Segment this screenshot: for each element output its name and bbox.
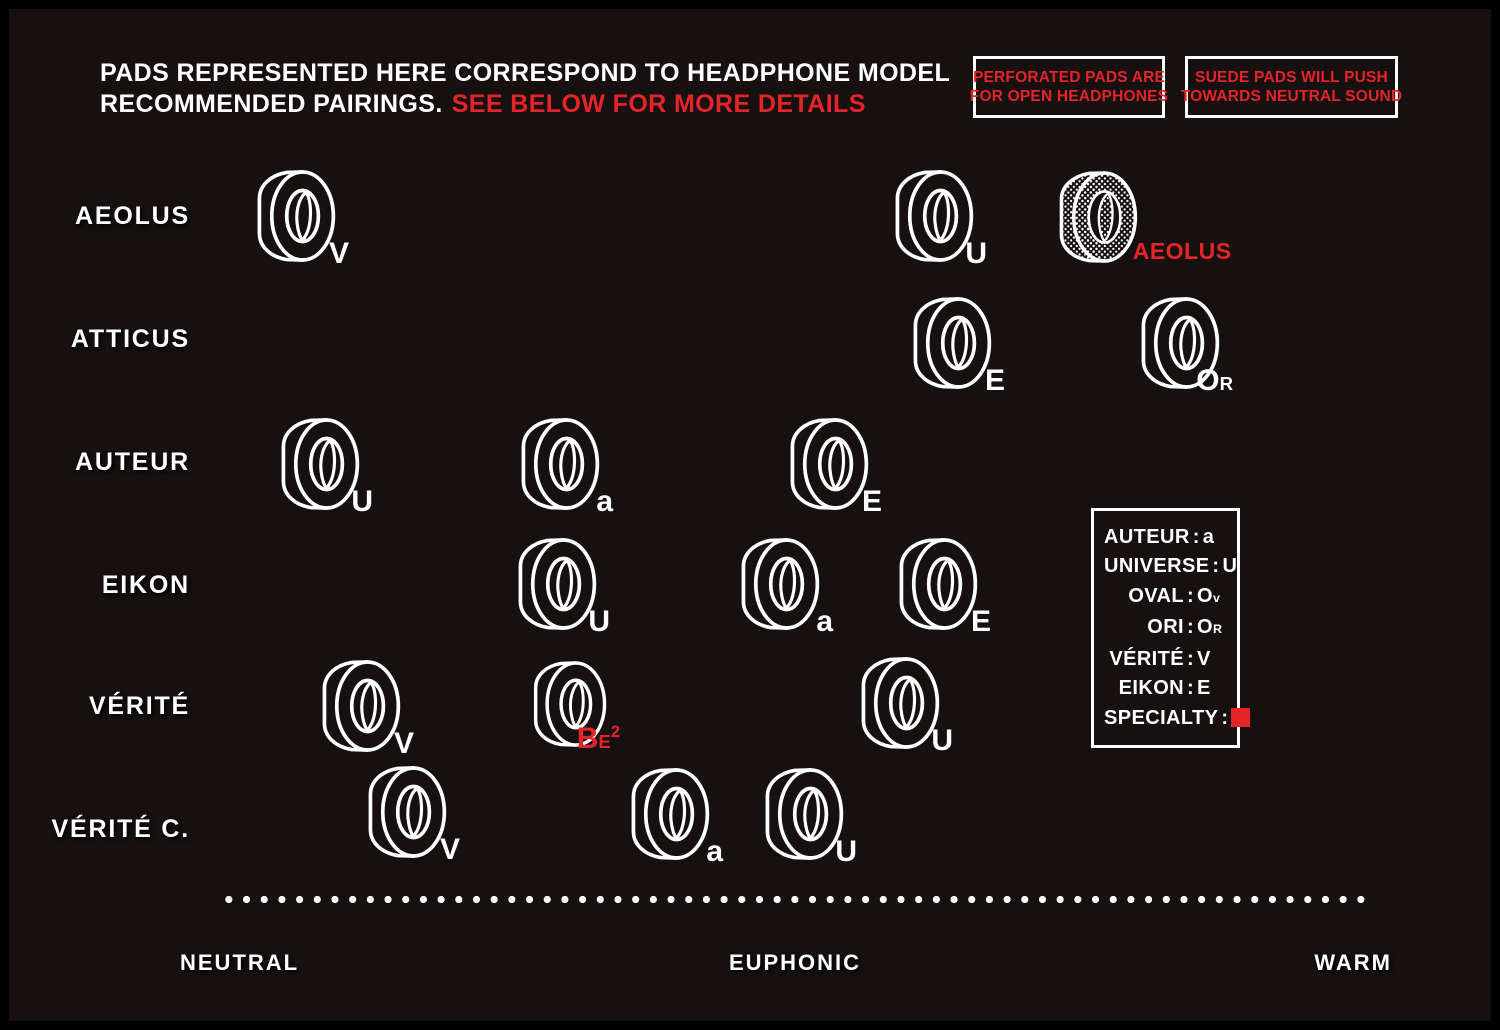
pad-label: a [596,485,613,518]
pad-u: U [756,764,857,867]
pad-e: E [890,534,991,637]
pad-e: E [904,293,1005,396]
legend-box: AUTEUR: a UNIVERSE: U OVAL: Ov ORI: OR VÉRITÉ: V E… [1091,508,1251,748]
row-label-verite: VÉRITÉ [88,692,190,720]
legend-row-oval: OVAL: Ov [1128,584,1221,607]
pad-label: U [965,237,987,270]
pad-label: a [706,835,723,868]
pad-u: U [272,414,373,517]
pad-label: E [861,485,882,518]
pad-icon [368,766,447,858]
pad-icon [861,657,940,749]
pad-a: a [732,534,833,637]
pad-icon [518,538,597,630]
pad-label: U [351,485,373,518]
pad-label: E [970,605,991,638]
pad-label: V [439,833,460,866]
row-label-aeolus: AEOLUS [75,202,190,230]
pad-icon [899,538,978,630]
legend-row-ori: ORI: OR [1147,616,1223,639]
pad-icon [741,538,820,630]
pad-aeolus: AEOLUS [1050,167,1231,267]
legend-row-eikon: EIKON: E [1118,677,1211,700]
title-line-2: RECOMMENDED PAIRINGS. SEE BELOW FOR MORE … [100,89,950,120]
callout-line: FOR OPEN HEADPHONES [969,88,1169,105]
legend-row-auteur: AUTEUR: a [1104,525,1215,548]
pad-label: V [328,237,349,270]
row-label-eikon: EIKON [101,571,190,599]
pad-u: U [852,653,953,756]
pad-a: a [622,764,723,867]
pad-label: E [984,364,1005,397]
pad-icon [631,768,710,860]
row-label-auteur: AUTEUR [75,448,190,476]
row-label-verite-c: VÉRITÉ C. [51,815,190,843]
pad-v: V [313,656,414,759]
axis-label-warm: WARM [1314,950,1392,975]
pad-icon [281,418,360,510]
pad-label: U [931,724,953,757]
perforated-pad-icon [1059,171,1138,263]
legend-row-universe: UNIVERSE: U [1104,555,1238,578]
title-line-1: PADS REPRESENTED HERE CORRESPOND TO HEAD… [100,59,951,87]
pad-label: U [588,605,610,638]
pad-e: E [781,414,882,517]
page-title: PADS REPRESENTED HERE CORRESPOND TO HEAD… [100,58,950,120]
axis-dotted-line [220,895,1370,904]
pad-label: a [816,605,833,638]
pad-u: U [509,534,610,637]
pad-label: OR [1196,364,1233,397]
pad-label: AEOLUS [1132,238,1232,264]
pad-icon [913,297,992,389]
pad-icon [895,170,974,262]
pad-icon [790,418,869,510]
pad-u: U [886,166,987,269]
row-label-atticus: ATTICUS [70,325,190,353]
axis-label-neutral: NEUTRAL [180,950,300,975]
callout-suede-pads: SUEDE PADS WILL PUSH TOWARDS NEUTRAL SOU… [1181,56,1402,118]
pad-label: U [835,835,857,868]
legend-rows: AUTEUR: a UNIVERSE: U OVAL: Ov ORI: OR VÉRITÉ: V E… [1094,523,1251,734]
pad-or: OR [1132,293,1233,396]
legend-row-specialty: SPECIALTY: [1104,704,1251,734]
callout-line: SUEDE PADS WILL PUSH [1195,69,1388,86]
pad-label: V [393,727,414,760]
pad-v: V [359,762,460,865]
callout-perforated-pads: PERFORATED PADS ARE FOR OPEN HEADPHONES [969,56,1169,118]
specialty-swatch [1231,707,1251,727]
pad-icon [257,170,336,262]
pad-icon [765,768,844,860]
pad-a: a [512,414,613,517]
axis-label-euphonic: EUPHONIC [728,950,862,975]
pad-icon [521,418,600,510]
callout-line: PERFORATED PADS ARE [972,69,1166,86]
legend-row-verite: VÉRITÉ: V [1109,647,1211,670]
pad-label: BE2 [576,722,620,755]
title-line-2-white: RECOMMENDED PAIRINGS. [100,90,443,118]
title-line-2-highlight: SEE BELOW FOR MORE DETAILS [451,90,866,118]
pad-icon [322,660,401,752]
callout-line: TOWARDS NEUTRAL SOUND [1180,88,1403,105]
pad-v: V [248,166,349,269]
pad-be2: BE2 [525,657,620,754]
